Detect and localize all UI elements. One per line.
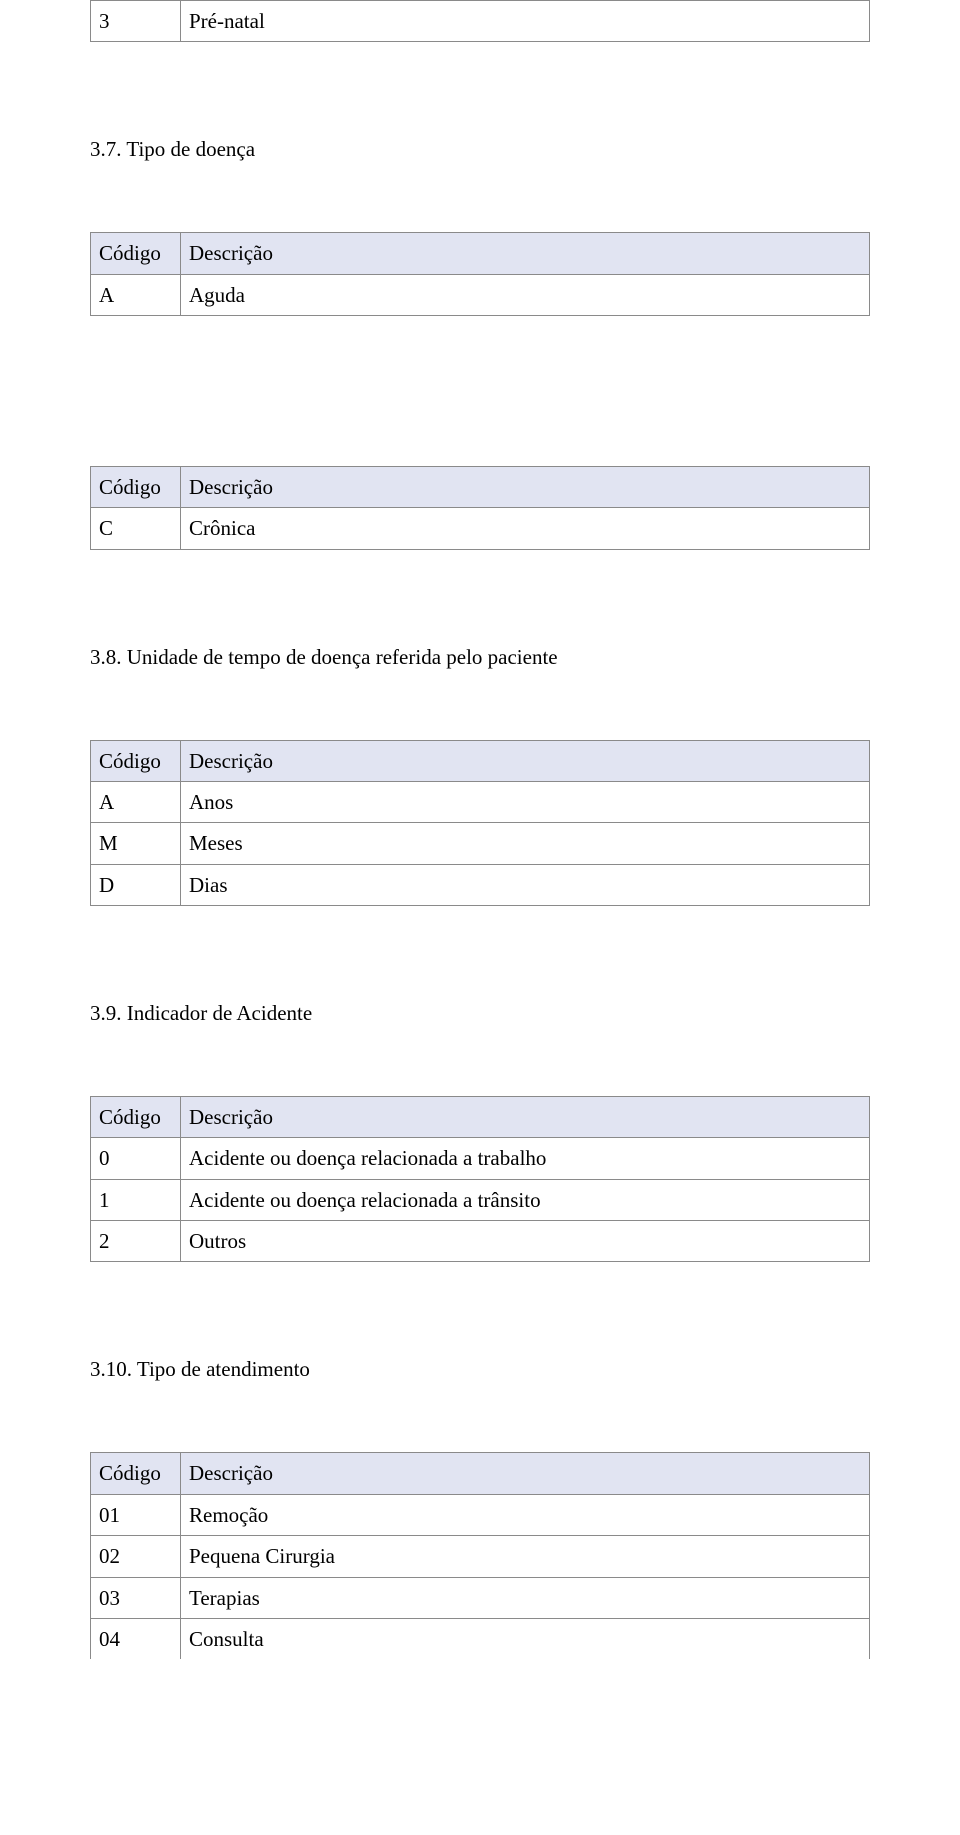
table-header-row: Código Descrição bbox=[91, 467, 870, 508]
col-header-desc: Descrição bbox=[181, 740, 870, 781]
table-row: 01 Remoção bbox=[91, 1494, 870, 1535]
col-header-desc: Descrição bbox=[181, 233, 870, 274]
table-header-row: Código Descrição bbox=[91, 1453, 870, 1494]
col-header-code: Código bbox=[91, 467, 181, 508]
table-3-7-a: Código Descrição A Aguda bbox=[90, 232, 870, 316]
table-row: 0 Acidente ou doença relacionada a traba… bbox=[91, 1138, 870, 1179]
table-row: 04 Consulta bbox=[91, 1618, 870, 1659]
table-3-7-c: Código Descrição C Crônica bbox=[90, 466, 870, 550]
cell-code: A bbox=[91, 274, 181, 315]
table-header-row: Código Descrição bbox=[91, 233, 870, 274]
cell-desc: Consulta bbox=[181, 1618, 870, 1659]
cell-desc: Outros bbox=[181, 1221, 870, 1262]
cell-desc: Acidente ou doença relacionada a trânsit… bbox=[181, 1179, 870, 1220]
cell-code: 04 bbox=[91, 1618, 181, 1659]
heading-3-7: 3.7. Tipo de doença bbox=[90, 137, 870, 162]
cell-desc: Pré-natal bbox=[181, 1, 870, 42]
table-row: 02 Pequena Cirurgia bbox=[91, 1536, 870, 1577]
spacer bbox=[90, 316, 870, 466]
cell-desc: Remoção bbox=[181, 1494, 870, 1535]
cell-code: C bbox=[91, 508, 181, 549]
table-header-row: Código Descrição bbox=[91, 1097, 870, 1138]
heading-3-8: 3.8. Unidade de tempo de doença referida… bbox=[90, 645, 870, 670]
col-header-desc: Descrição bbox=[181, 467, 870, 508]
cell-code: 03 bbox=[91, 1577, 181, 1618]
cell-code: 01 bbox=[91, 1494, 181, 1535]
cell-code: M bbox=[91, 823, 181, 864]
cell-desc: Pequena Cirurgia bbox=[181, 1536, 870, 1577]
table-row: 03 Terapias bbox=[91, 1577, 870, 1618]
cell-code: 0 bbox=[91, 1138, 181, 1179]
cell-desc: Acidente ou doença relacionada a trabalh… bbox=[181, 1138, 870, 1179]
col-header-code: Código bbox=[91, 1453, 181, 1494]
cell-desc: Dias bbox=[181, 864, 870, 905]
col-header-desc: Descrição bbox=[181, 1097, 870, 1138]
col-header-code: Código bbox=[91, 233, 181, 274]
col-header-code: Código bbox=[91, 740, 181, 781]
table-3-9: Código Descrição 0 Acidente ou doença re… bbox=[90, 1096, 870, 1262]
table-row: 3 Pré-natal bbox=[91, 1, 870, 42]
cell-desc: Terapias bbox=[181, 1577, 870, 1618]
table-row: 1 Acidente ou doença relacionada a trâns… bbox=[91, 1179, 870, 1220]
table-row: A Anos bbox=[91, 782, 870, 823]
table-row: A Aguda bbox=[91, 274, 870, 315]
table-header-row: Código Descrição bbox=[91, 740, 870, 781]
cell-desc: Anos bbox=[181, 782, 870, 823]
heading-3-9: 3.9. Indicador de Acidente bbox=[90, 1001, 870, 1026]
table-row: C Crônica bbox=[91, 508, 870, 549]
heading-3-10: 3.10. Tipo de atendimento bbox=[90, 1357, 870, 1382]
cell-code: D bbox=[91, 864, 181, 905]
table-3-10: Código Descrição 01 Remoção 02 Pequena C… bbox=[90, 1452, 870, 1659]
cell-code: A bbox=[91, 782, 181, 823]
col-header-code: Código bbox=[91, 1097, 181, 1138]
page: 3 Pré-natal 3.7. Tipo de doença Código D… bbox=[0, 0, 960, 1699]
table-top-fragment: 3 Pré-natal bbox=[90, 0, 870, 42]
cell-code: 1 bbox=[91, 1179, 181, 1220]
cell-desc: Crônica bbox=[181, 508, 870, 549]
col-header-desc: Descrição bbox=[181, 1453, 870, 1494]
table-row: M Meses bbox=[91, 823, 870, 864]
cell-desc: Meses bbox=[181, 823, 870, 864]
cell-code: 02 bbox=[91, 1536, 181, 1577]
cell-code: 2 bbox=[91, 1221, 181, 1262]
cell-desc: Aguda bbox=[181, 274, 870, 315]
table-row: 2 Outros bbox=[91, 1221, 870, 1262]
table-row: D Dias bbox=[91, 864, 870, 905]
table-3-8: Código Descrição A Anos M Meses D Dias bbox=[90, 740, 870, 906]
cell-code: 3 bbox=[91, 1, 181, 42]
